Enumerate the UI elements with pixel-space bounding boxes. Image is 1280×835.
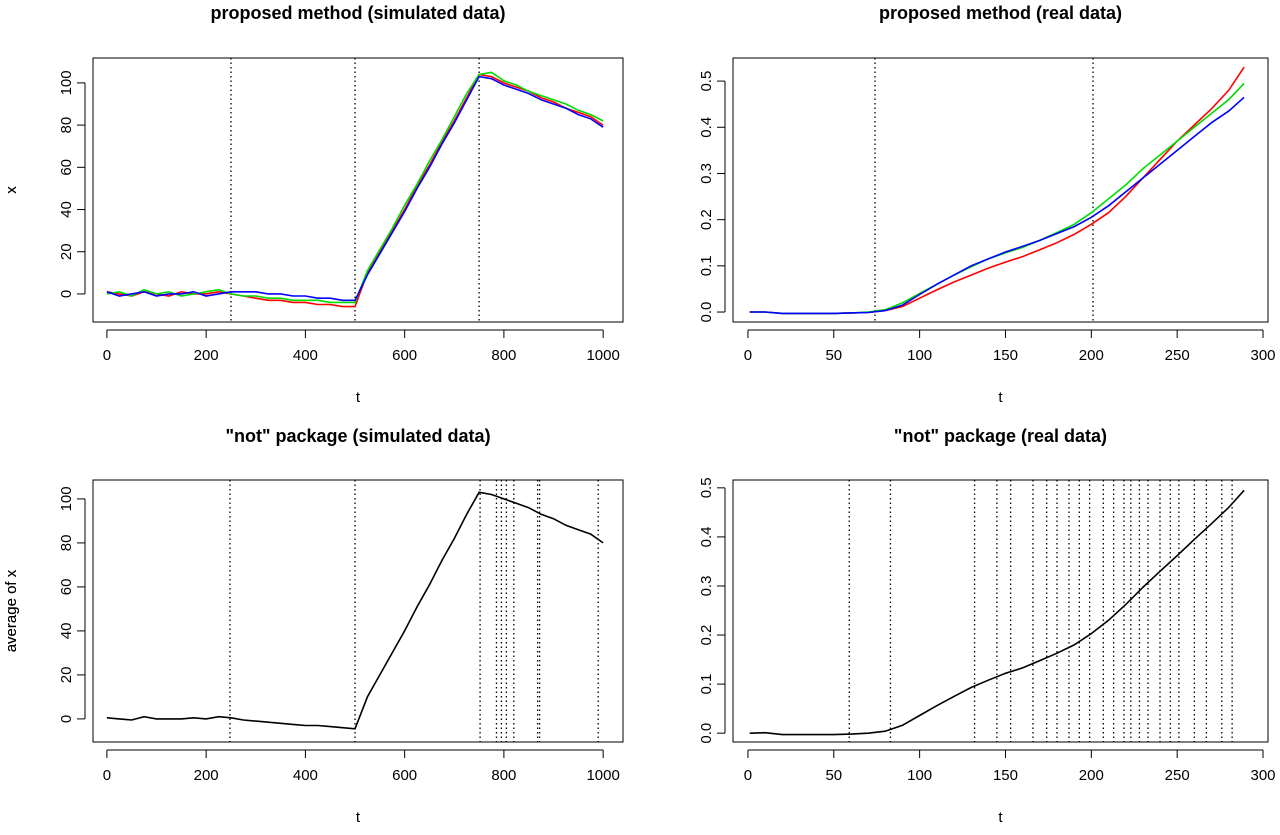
y-tick-label: 0.1: [698, 674, 715, 695]
y-tick-label: 0.5: [698, 477, 715, 498]
y-tick-label: 0.4: [698, 526, 715, 547]
y-tick-label: 0.0: [698, 723, 715, 744]
y-tick-label: 40: [58, 623, 75, 640]
x-tick-label: 0: [103, 767, 111, 784]
data-line: [749, 82, 1245, 315]
x-axis-label: t: [998, 809, 1003, 826]
x-tick-label: 1000: [586, 767, 619, 784]
y-tick-label: 100: [58, 486, 75, 511]
x-tick-label: 200: [194, 347, 219, 364]
x-tick-label: 50: [825, 767, 842, 784]
panel: proposed method (real data) t x 0 50 100 150 20…: [3, 3, 1276, 406]
x-tick-label: 400: [293, 347, 318, 364]
x-axis-label: t: [356, 389, 361, 406]
panel: proposed method (simulated data)tx0 200 40…: [3, 3, 624, 406]
y-tick-label: 80: [58, 117, 75, 134]
x-tick-label: 600: [392, 347, 417, 364]
x-tick-label: 200: [1079, 767, 1104, 784]
panel: "not" package (simulated data) t average o…: [3, 426, 624, 826]
y-axis-label: x: [3, 186, 20, 194]
data-line: [106, 73, 604, 308]
x-tick-label: 600: [392, 767, 417, 784]
y-tick-label: 40: [58, 201, 75, 218]
chart-title: proposed method (real data): [879, 3, 1122, 23]
y-tick-label: 100: [58, 70, 75, 95]
x-axis-label: t: [356, 809, 361, 826]
chart-title: "not" package (real data): [894, 426, 1107, 446]
panel: "not" package (real data) t average of x 0 5…: [3, 426, 1276, 826]
y-axis-label: average of x: [3, 569, 20, 652]
y-tick-label: 0.2: [698, 209, 715, 230]
y-tick-label: 0.1: [698, 255, 715, 276]
data-line: [749, 489, 1245, 736]
x-axis-label: t: [998, 389, 1003, 406]
plot-box: [732, 57, 1269, 323]
y-tick-label: 0: [58, 715, 75, 723]
x-tick-label: 150: [993, 347, 1018, 364]
y-tick-label: 0: [58, 290, 75, 298]
plot-box: [92, 479, 624, 743]
y-tick-label: 0.2: [698, 625, 715, 646]
data-line: [106, 491, 604, 730]
x-tick-label: 0: [744, 767, 752, 784]
x-tick-label: 150: [993, 767, 1018, 784]
data-line: [749, 66, 1245, 315]
plot-box: [92, 57, 624, 323]
chart-title: proposed method (simulated data): [210, 3, 505, 23]
x-tick-label: 100: [907, 347, 932, 364]
x-tick-label: 250: [1165, 767, 1190, 784]
x-tick-label: 50: [825, 347, 842, 364]
y-axis-label: average of x: [3, 569, 20, 652]
x-tick-label: 1000: [586, 347, 619, 364]
x-tick-label: 400: [293, 767, 318, 784]
chart-title: "not" package (simulated data): [225, 426, 490, 446]
x-tick-label: 100: [907, 767, 932, 784]
data-line: [106, 71, 604, 304]
x-tick-label: 300: [1251, 347, 1276, 364]
y-tick-label: 0.3: [698, 576, 715, 597]
y-tick-label: 60: [58, 579, 75, 596]
y-tick-label: 0.5: [698, 71, 715, 92]
plot-box: [732, 479, 1269, 743]
data-line: [749, 96, 1245, 315]
y-tick-label: 80: [58, 535, 75, 552]
x-tick-label: 200: [194, 767, 219, 784]
y-tick-label: 0.4: [698, 117, 715, 138]
y-axis-label: x: [3, 186, 20, 194]
x-tick-label: 0: [103, 347, 111, 364]
y-tick-label: 60: [58, 159, 75, 176]
x-tick-label: 250: [1165, 347, 1190, 364]
x-tick-label: 800: [491, 347, 516, 364]
x-tick-label: 800: [491, 767, 516, 784]
y-tick-label: 0.3: [698, 163, 715, 184]
y-tick-label: 0.0: [698, 302, 715, 323]
y-tick-label: 20: [58, 667, 75, 684]
data-line: [106, 75, 604, 302]
y-tick-label: 20: [58, 243, 75, 260]
x-tick-label: 300: [1251, 767, 1276, 784]
x-tick-label: 200: [1079, 347, 1104, 364]
x-tick-label: 0: [744, 347, 752, 364]
